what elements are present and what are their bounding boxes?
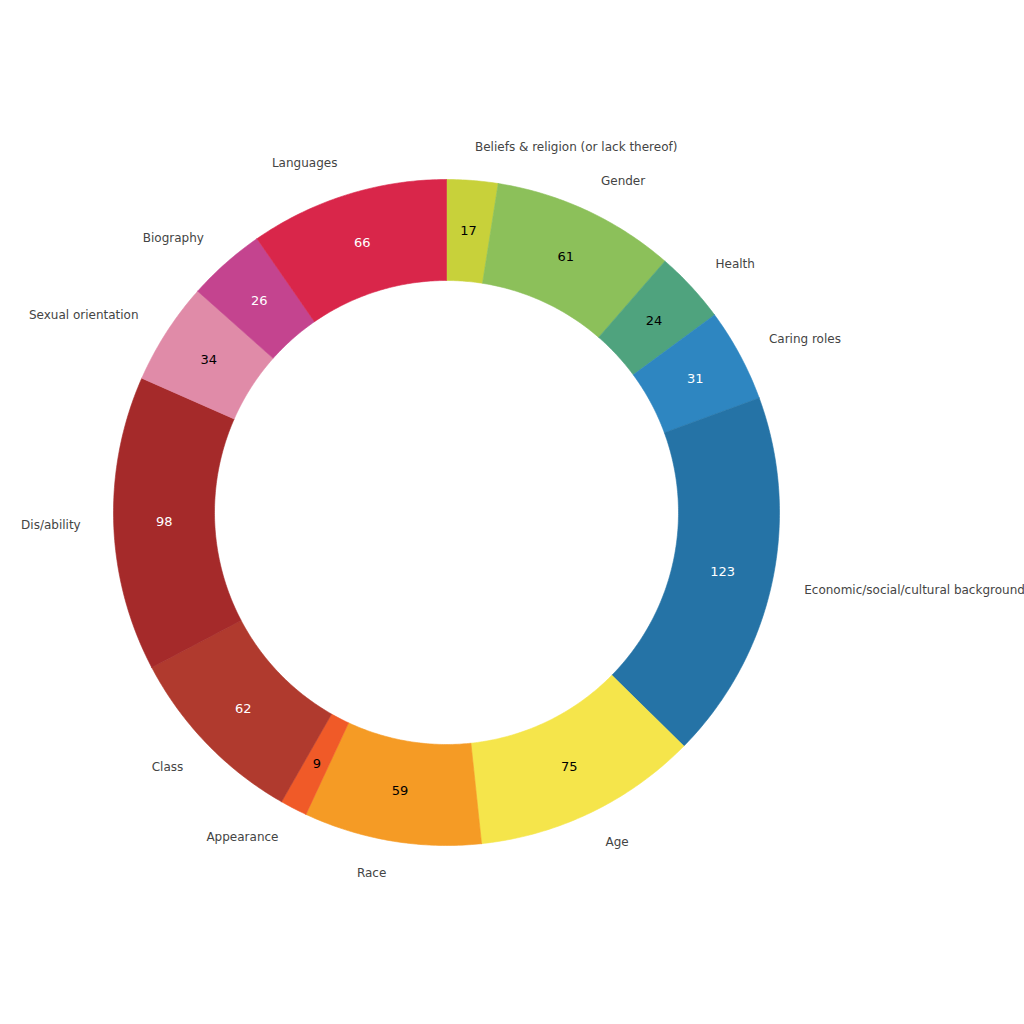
svg-text:Appearance: Appearance xyxy=(206,830,278,844)
svg-text:Health: Health xyxy=(715,257,754,271)
svg-text:Gender: Gender xyxy=(601,174,645,188)
svg-text:24: 24 xyxy=(646,313,663,328)
svg-text:61: 61 xyxy=(557,249,574,264)
svg-text:Beliefs & religion (or lack th: Beliefs & religion (or lack thereof) xyxy=(475,140,677,154)
svg-text:26: 26 xyxy=(251,293,268,308)
svg-text:Biography: Biography xyxy=(143,231,204,245)
svg-text:Race: Race xyxy=(357,866,386,880)
svg-text:Sexual orientation: Sexual orientation xyxy=(29,308,139,322)
svg-text:Languages: Languages xyxy=(272,156,337,170)
svg-text:Economic/social/cultural backg: Economic/social/cultural background xyxy=(804,583,1024,597)
svg-text:31: 31 xyxy=(687,371,704,386)
svg-text:17: 17 xyxy=(460,223,477,238)
svg-text:34: 34 xyxy=(201,352,218,367)
svg-text:9: 9 xyxy=(313,756,321,771)
svg-text:62: 62 xyxy=(235,701,252,716)
svg-text:98: 98 xyxy=(156,514,173,529)
svg-text:75: 75 xyxy=(561,759,578,774)
svg-text:Age: Age xyxy=(606,835,629,849)
svg-text:Caring roles: Caring roles xyxy=(769,332,841,346)
svg-text:59: 59 xyxy=(392,783,409,798)
svg-text:Dis/ability: Dis/ability xyxy=(21,518,81,532)
svg-text:66: 66 xyxy=(354,235,371,250)
svg-text:123: 123 xyxy=(710,564,735,579)
svg-text:Class: Class xyxy=(152,760,184,774)
